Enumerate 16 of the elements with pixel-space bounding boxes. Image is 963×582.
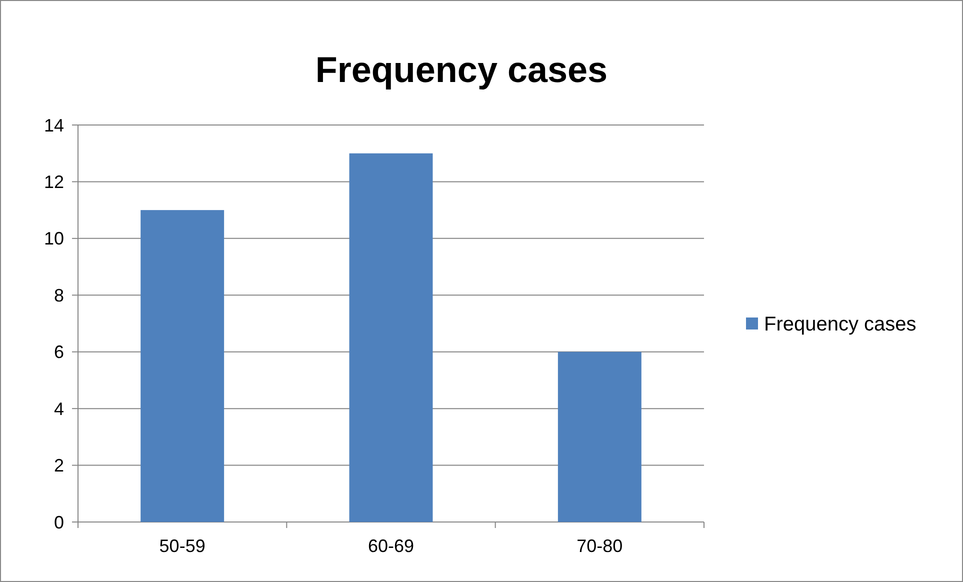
x-tick-label: 70-80 [576, 536, 623, 556]
bar [140, 210, 224, 522]
legend-label: Frequency cases [764, 314, 916, 336]
x-tick-label: 50-59 [159, 536, 206, 556]
bar [349, 153, 433, 522]
y-tick-label: 10 [44, 228, 64, 249]
y-tick-label: 2 [54, 456, 64, 476]
y-tick-label: 14 [44, 115, 64, 136]
y-tick-label: 6 [54, 342, 64, 362]
bar [558, 352, 642, 522]
y-tick-label: 12 [44, 172, 64, 192]
y-tick-label: 0 [54, 512, 64, 532]
chart-title: Frequency cases [315, 49, 608, 90]
x-tick-label: 60-69 [368, 536, 414, 556]
y-tick-label: 8 [54, 285, 64, 306]
y-tick-label: 4 [54, 398, 64, 419]
